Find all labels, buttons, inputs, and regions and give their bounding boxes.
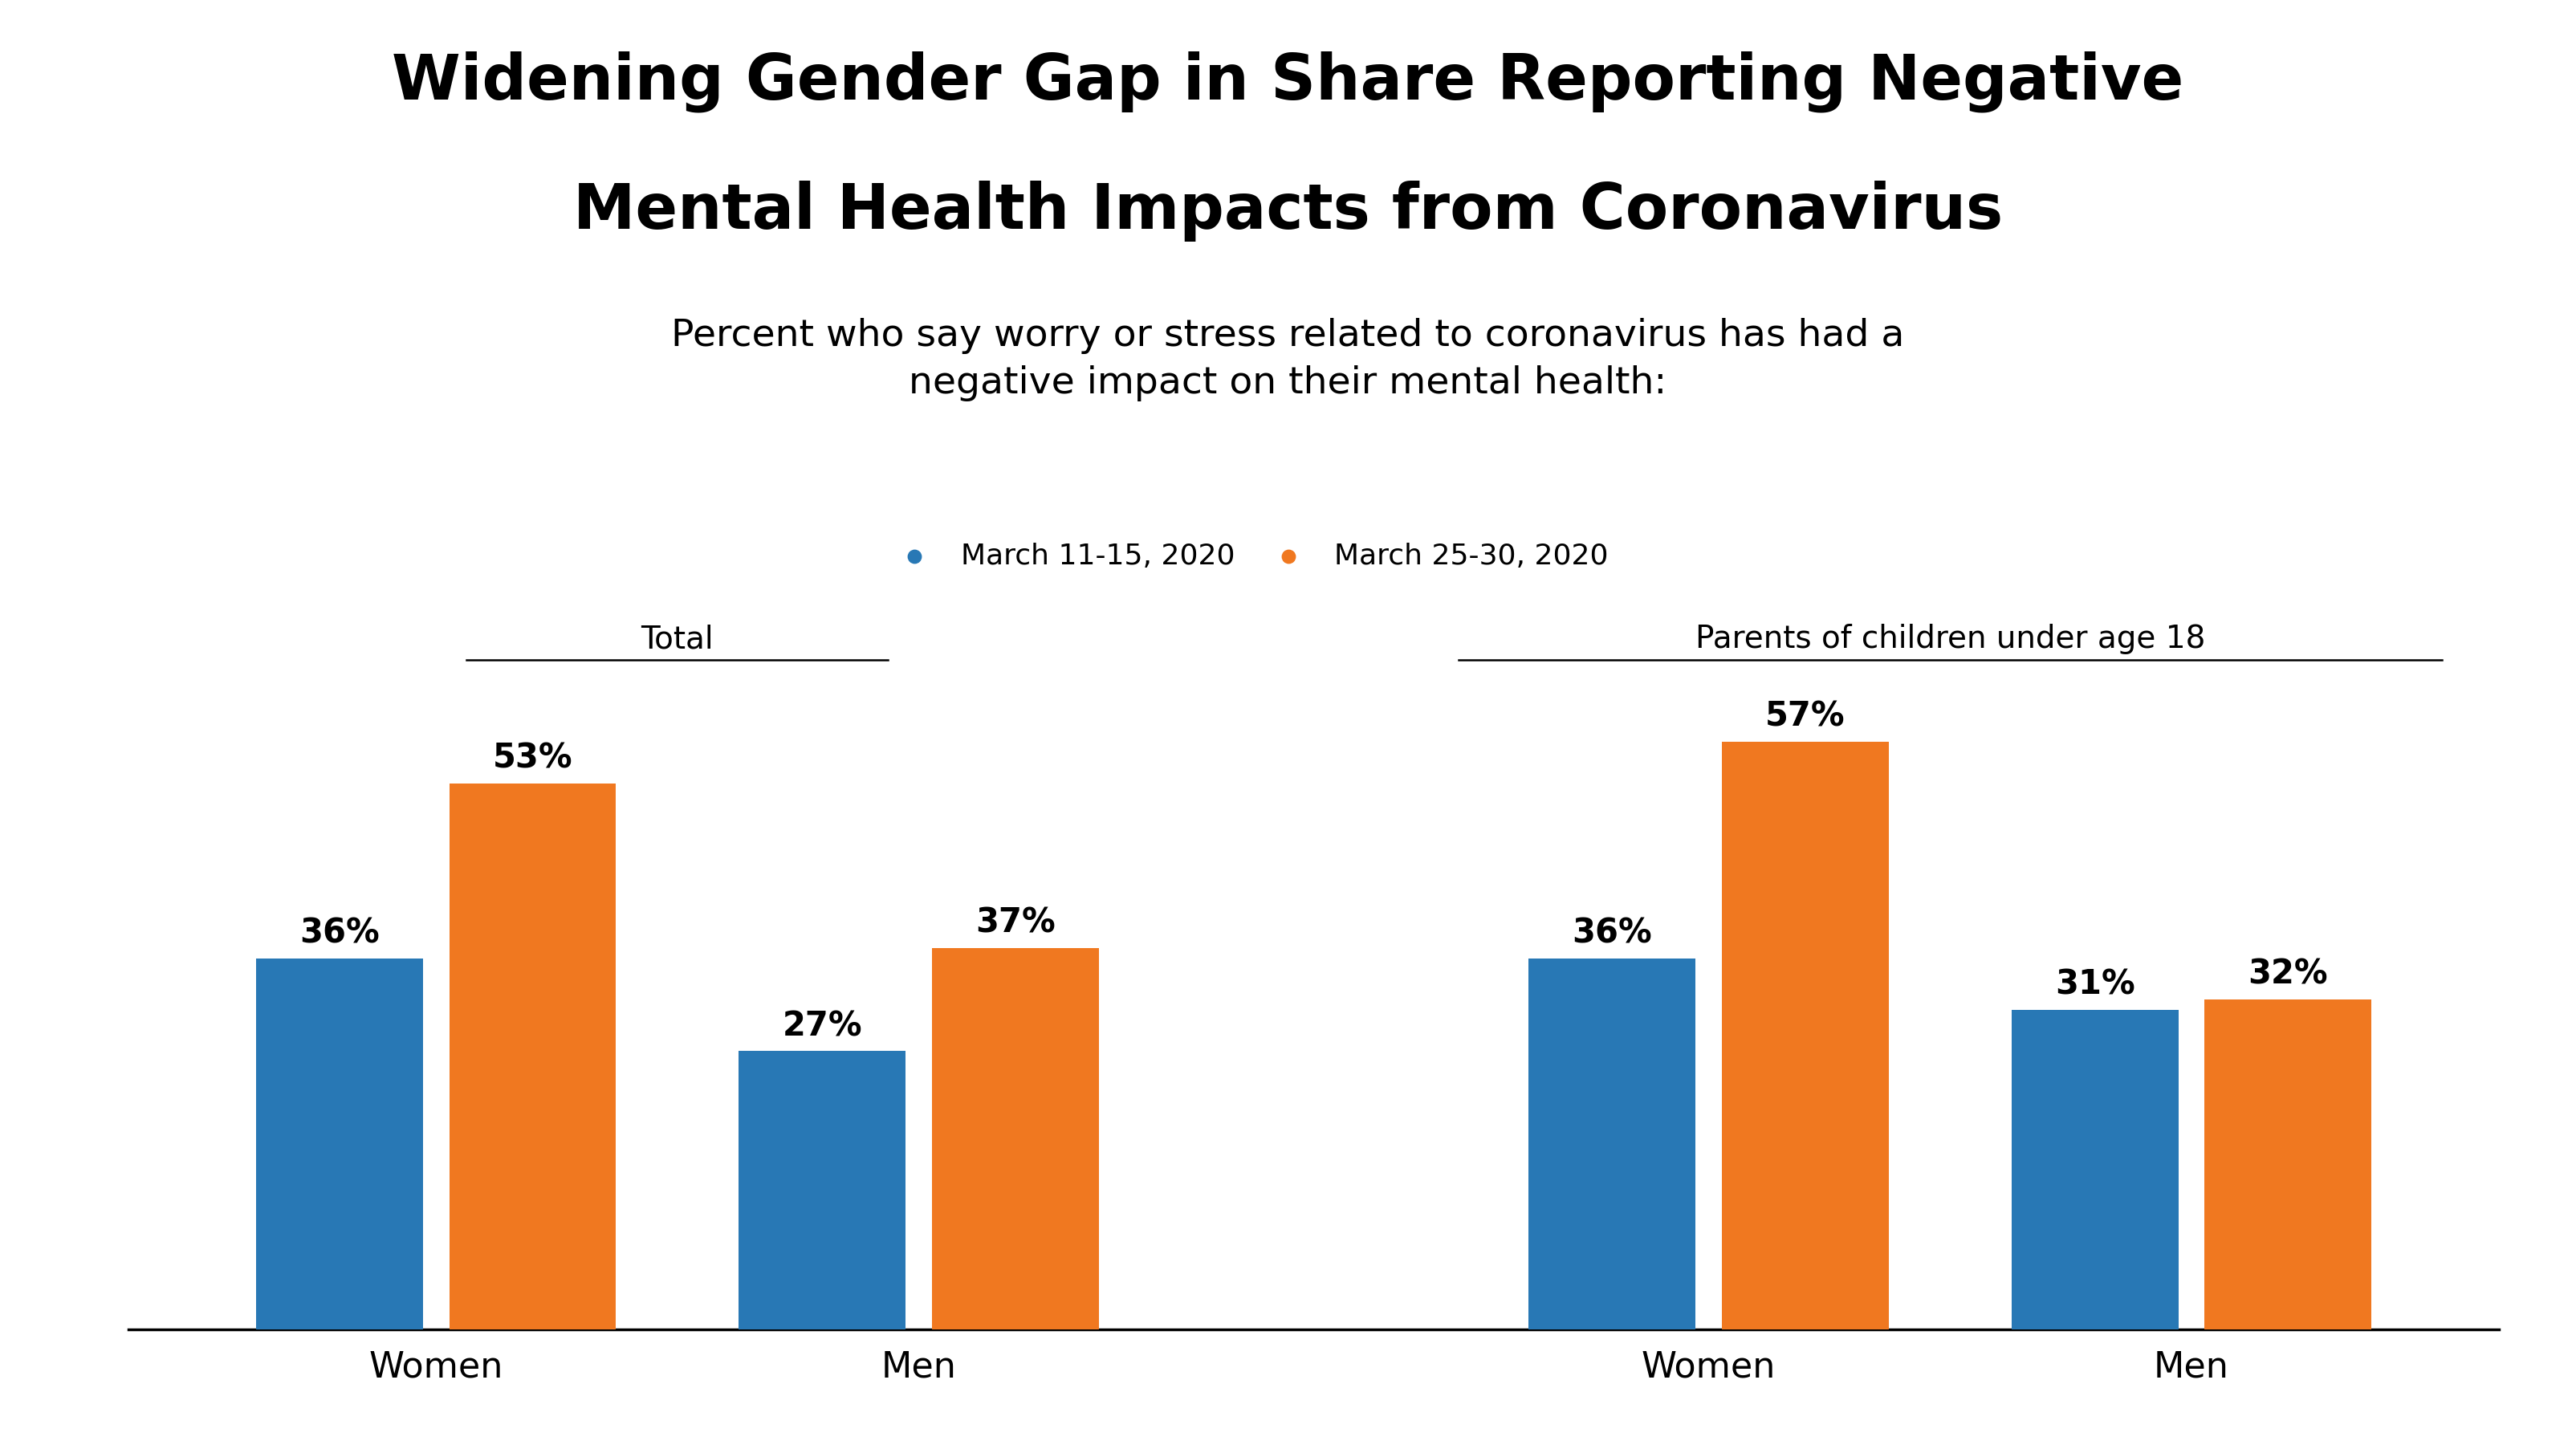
Text: 27%: 27% <box>783 1009 863 1043</box>
Bar <box>1528 958 1695 1329</box>
Text: 31%: 31% <box>2056 968 2136 1001</box>
Bar <box>933 948 1100 1329</box>
Text: Widening Gender Gap in Share Reporting Negative: Widening Gender Gap in Share Reporting N… <box>392 51 2184 113</box>
Text: Total: Total <box>641 624 714 655</box>
Text: Percent who say worry or stress related to coronavirus has had a
negative impact: Percent who say worry or stress related … <box>672 318 1904 402</box>
Text: 37%: 37% <box>976 906 1056 939</box>
Point <box>894 545 935 568</box>
Text: 36%: 36% <box>1571 916 1651 951</box>
Bar <box>2012 1010 2179 1329</box>
Bar <box>255 958 422 1329</box>
Text: Mental Health Impacts from Coronavirus: Mental Health Impacts from Coronavirus <box>572 181 2004 241</box>
Text: 57%: 57% <box>1765 699 1844 734</box>
Bar <box>739 1051 907 1329</box>
Text: 53%: 53% <box>492 741 572 775</box>
Text: March 25-30, 2020: March 25-30, 2020 <box>1334 543 1607 569</box>
Text: 32%: 32% <box>2249 958 2329 991</box>
Text: 36%: 36% <box>299 916 379 951</box>
Bar <box>1721 741 1888 1329</box>
Bar <box>2205 1000 2372 1329</box>
Point <box>1267 545 1309 568</box>
Text: March 11-15, 2020: March 11-15, 2020 <box>961 543 1234 569</box>
Bar <box>448 783 616 1329</box>
Text: Parents of children under age 18: Parents of children under age 18 <box>1695 624 2205 655</box>
